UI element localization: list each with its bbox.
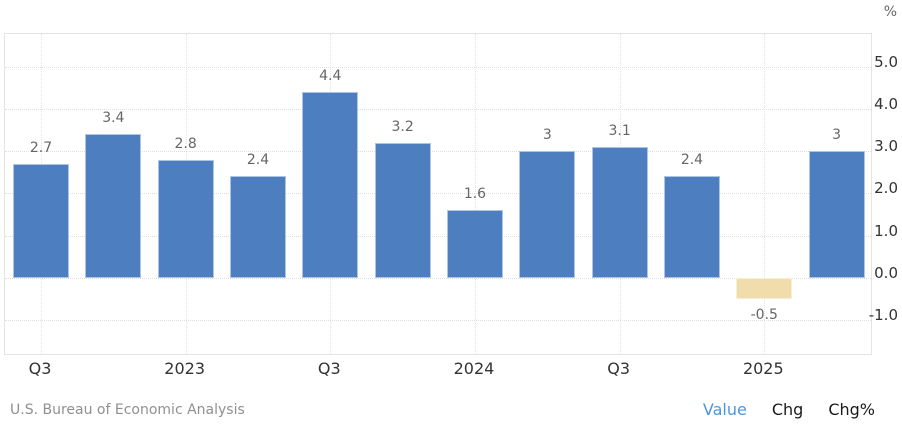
bar[interactable] bbox=[519, 151, 576, 278]
y-tick-label: 4.0 bbox=[874, 94, 898, 113]
bar[interactable] bbox=[13, 163, 69, 278]
bar-value-label: 3.1 bbox=[608, 122, 631, 139]
x-tick-label: Q3 bbox=[317, 359, 341, 378]
toggle-chg-percent[interactable]: Chg% bbox=[828, 400, 875, 419]
bar[interactable] bbox=[85, 134, 142, 278]
x-tick-label: 2023 bbox=[164, 359, 206, 378]
bar-value-label: 2.8 bbox=[174, 135, 197, 152]
gridline-horizontal bbox=[5, 235, 871, 237]
plot-area: 2.7 3.4 2.8 2.4 4.4 3.2 1.6 3 3.1 2.4 -0.5 3 bbox=[4, 33, 872, 355]
y-tick-label: 3.0 bbox=[874, 137, 898, 156]
toggle-value[interactable]: Value bbox=[702, 400, 747, 419]
x-tick-label: 2024 bbox=[453, 359, 495, 378]
y-tick-label: -1.0 bbox=[868, 306, 898, 325]
bar-value-label: 3.4 bbox=[102, 110, 125, 127]
y-tick-label: 2.0 bbox=[874, 179, 898, 198]
bar-value-label: 3 bbox=[832, 127, 842, 144]
gridline-horizontal bbox=[5, 108, 871, 110]
x-tick-label: Q3 bbox=[607, 359, 631, 378]
source-attribution: U.S. Bureau of Economic Analysis bbox=[10, 402, 245, 418]
gridline-horizontal bbox=[5, 66, 871, 68]
bar-value-label: 2.4 bbox=[246, 152, 270, 169]
bar-value-label: 2.4 bbox=[680, 152, 704, 169]
bar-value-label: -0.5 bbox=[750, 307, 778, 324]
bar[interactable] bbox=[663, 176, 720, 278]
x-tick-label: Q3 bbox=[28, 359, 52, 378]
bar-value-label: 3 bbox=[542, 127, 552, 144]
gridline-vertical bbox=[474, 34, 476, 354]
bar-value-label: 4.4 bbox=[319, 67, 342, 84]
bar-value-label: 3.2 bbox=[391, 118, 414, 135]
series-toggle-group: Value Chg Chg% bbox=[703, 401, 875, 419]
bar[interactable] bbox=[302, 91, 359, 278]
bar[interactable] bbox=[446, 210, 503, 278]
y-tick-label: 1.0 bbox=[874, 221, 898, 240]
bar[interactable] bbox=[808, 151, 865, 278]
x-tick-label: 2025 bbox=[742, 359, 784, 378]
bar[interactable] bbox=[591, 146, 648, 278]
gridline-horizontal bbox=[5, 151, 871, 153]
bar[interactable] bbox=[736, 278, 793, 300]
gridline-horizontal bbox=[5, 278, 871, 279]
bar-value-label: 1.6 bbox=[463, 186, 487, 203]
bar[interactable] bbox=[374, 142, 431, 278]
toggle-chg[interactable]: Chg bbox=[771, 400, 804, 419]
y-tick-label: 0.0 bbox=[874, 264, 898, 282]
gridline-vertical bbox=[764, 34, 766, 354]
bar-value-label: 2.7 bbox=[29, 139, 53, 156]
bar[interactable] bbox=[229, 176, 286, 278]
y-axis-unit-label: % bbox=[883, 4, 897, 20]
bar[interactable] bbox=[157, 159, 214, 278]
gridline-horizontal bbox=[5, 320, 871, 322]
y-tick-label: 5.0 bbox=[874, 52, 898, 71]
gridline-horizontal bbox=[5, 193, 871, 195]
